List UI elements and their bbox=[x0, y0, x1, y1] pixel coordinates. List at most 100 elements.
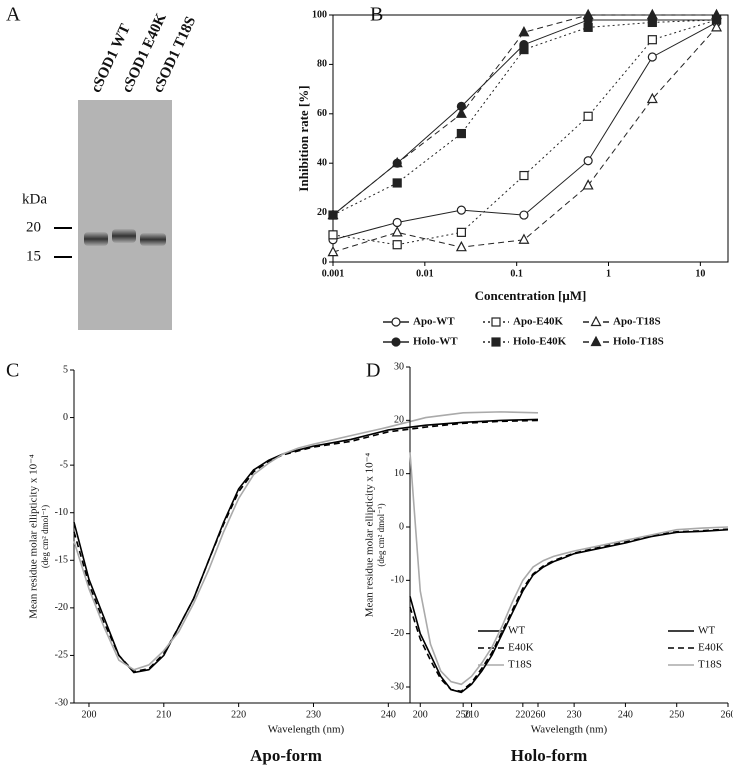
marker bbox=[456, 227, 466, 237]
legend-label: E40K bbox=[508, 642, 534, 654]
y-axis-title: Mean residue molar ellipticity x 10⁻⁴ bbox=[28, 454, 40, 619]
marker bbox=[583, 22, 593, 32]
series-line bbox=[332, 21, 717, 241]
marker bbox=[491, 337, 501, 347]
series-line bbox=[409, 528, 729, 693]
marker bbox=[456, 128, 466, 139]
y-tick-label: -10 bbox=[55, 507, 68, 518]
marker bbox=[518, 26, 530, 37]
marker bbox=[647, 17, 657, 28]
x-tick-label: 200 bbox=[413, 709, 428, 720]
marker bbox=[646, 92, 658, 104]
marker bbox=[518, 233, 530, 244]
marker bbox=[519, 170, 529, 181]
chart-title: Holo-form bbox=[511, 746, 587, 765]
marker bbox=[455, 240, 467, 252]
chart-title: Apo-form bbox=[250, 746, 322, 765]
y-tick-label: 60 bbox=[317, 108, 327, 119]
marker bbox=[327, 245, 339, 257]
x-tick-label: 260 bbox=[721, 709, 733, 720]
y-tick-label: 0 bbox=[399, 521, 404, 532]
y-tick-label: -25 bbox=[55, 650, 68, 661]
x-tick-label: 0.001 bbox=[322, 268, 345, 279]
marker bbox=[519, 210, 529, 220]
gel-band bbox=[112, 229, 136, 243]
x-tick-label: 0.01 bbox=[416, 268, 434, 279]
series-line bbox=[409, 528, 729, 694]
unit-label: kDa bbox=[22, 191, 47, 207]
panel-label: A bbox=[6, 4, 21, 26]
y-axis-unit: (deg cm² dmol⁻¹) bbox=[40, 505, 50, 568]
legend-label: Apo-WT bbox=[413, 316, 455, 328]
x-tick-label: 240 bbox=[618, 709, 633, 720]
legend-label: E40K bbox=[698, 642, 724, 654]
marker bbox=[647, 35, 657, 45]
marker bbox=[455, 107, 467, 118]
marker bbox=[392, 240, 402, 250]
y-axis-unit: (deg cm² dmol⁻¹) bbox=[376, 503, 386, 566]
marker bbox=[491, 317, 501, 327]
y-tick-label: 20 bbox=[317, 207, 327, 218]
x-tick-label: 210 bbox=[156, 709, 171, 720]
marker bbox=[590, 335, 602, 347]
panel-label: D bbox=[366, 360, 380, 382]
marker bbox=[391, 156, 403, 168]
legend-label: WT bbox=[508, 625, 525, 637]
marker bbox=[582, 8, 594, 20]
x-tick-label: 220 bbox=[231, 709, 246, 720]
x-tick-label: 230 bbox=[567, 709, 582, 720]
marker bbox=[583, 156, 593, 166]
x-tick-label: 240 bbox=[381, 709, 396, 720]
y-tick-label: -30 bbox=[391, 681, 404, 692]
y-tick-label: -5 bbox=[60, 459, 68, 470]
x-tick-label: 0.1 bbox=[510, 268, 523, 279]
y-tick-label: 40 bbox=[317, 157, 327, 168]
gel bbox=[78, 100, 172, 330]
legend-label: Holo-E40K bbox=[513, 336, 567, 348]
y-axis-title: Inhibition rate [%] bbox=[296, 85, 311, 191]
x-tick-label: 220 bbox=[515, 709, 530, 720]
marker bbox=[392, 217, 402, 228]
x-axis-title: Wavelength (nm) bbox=[531, 724, 608, 736]
x-tick-label: 210 bbox=[464, 709, 479, 720]
marker-label: 15 bbox=[26, 248, 41, 264]
marker-label: 20 bbox=[26, 219, 41, 235]
marker bbox=[711, 8, 723, 20]
x-tick-label: 260 bbox=[531, 709, 546, 720]
y-tick-label: 100 bbox=[312, 9, 327, 20]
marker bbox=[391, 317, 401, 327]
y-tick-label: 5 bbox=[63, 364, 68, 375]
legend-label: Holo-T18S bbox=[613, 336, 664, 348]
y-tick-label: -30 bbox=[55, 697, 68, 708]
series-line bbox=[409, 452, 729, 686]
x-axis-title: Wavelength (nm) bbox=[268, 724, 345, 736]
y-tick-label: -20 bbox=[391, 628, 404, 639]
y-axis-title: Mean residue molar ellipticity x 10⁻⁴ bbox=[364, 453, 376, 618]
y-tick-label: 0 bbox=[322, 256, 327, 267]
marker bbox=[328, 230, 338, 240]
y-tick-label: 10 bbox=[394, 468, 404, 479]
marker bbox=[646, 8, 658, 20]
x-tick-label: 1 bbox=[606, 268, 611, 279]
y-tick-label: 20 bbox=[394, 415, 404, 426]
marker bbox=[711, 21, 723, 32]
legend-label: Apo-E40K bbox=[513, 316, 564, 328]
marker bbox=[583, 111, 593, 121]
gel-band bbox=[140, 233, 166, 246]
marker bbox=[391, 226, 403, 237]
x-tick-label: 230 bbox=[306, 709, 321, 720]
x-tick-label: 200 bbox=[81, 709, 96, 720]
marker bbox=[327, 208, 339, 220]
legend-label: Holo-WT bbox=[413, 336, 458, 348]
series-line bbox=[73, 419, 539, 673]
x-axis-title: Concentration [μM] bbox=[475, 288, 587, 303]
y-tick-label: -20 bbox=[55, 602, 68, 613]
y-tick-label: 0 bbox=[63, 412, 68, 423]
plot-frame bbox=[332, 14, 729, 263]
marker bbox=[392, 178, 402, 188]
legend-label: T18S bbox=[508, 659, 532, 671]
x-tick-label: 250 bbox=[456, 709, 471, 720]
marker bbox=[456, 205, 466, 215]
panel-label: C bbox=[6, 360, 19, 382]
